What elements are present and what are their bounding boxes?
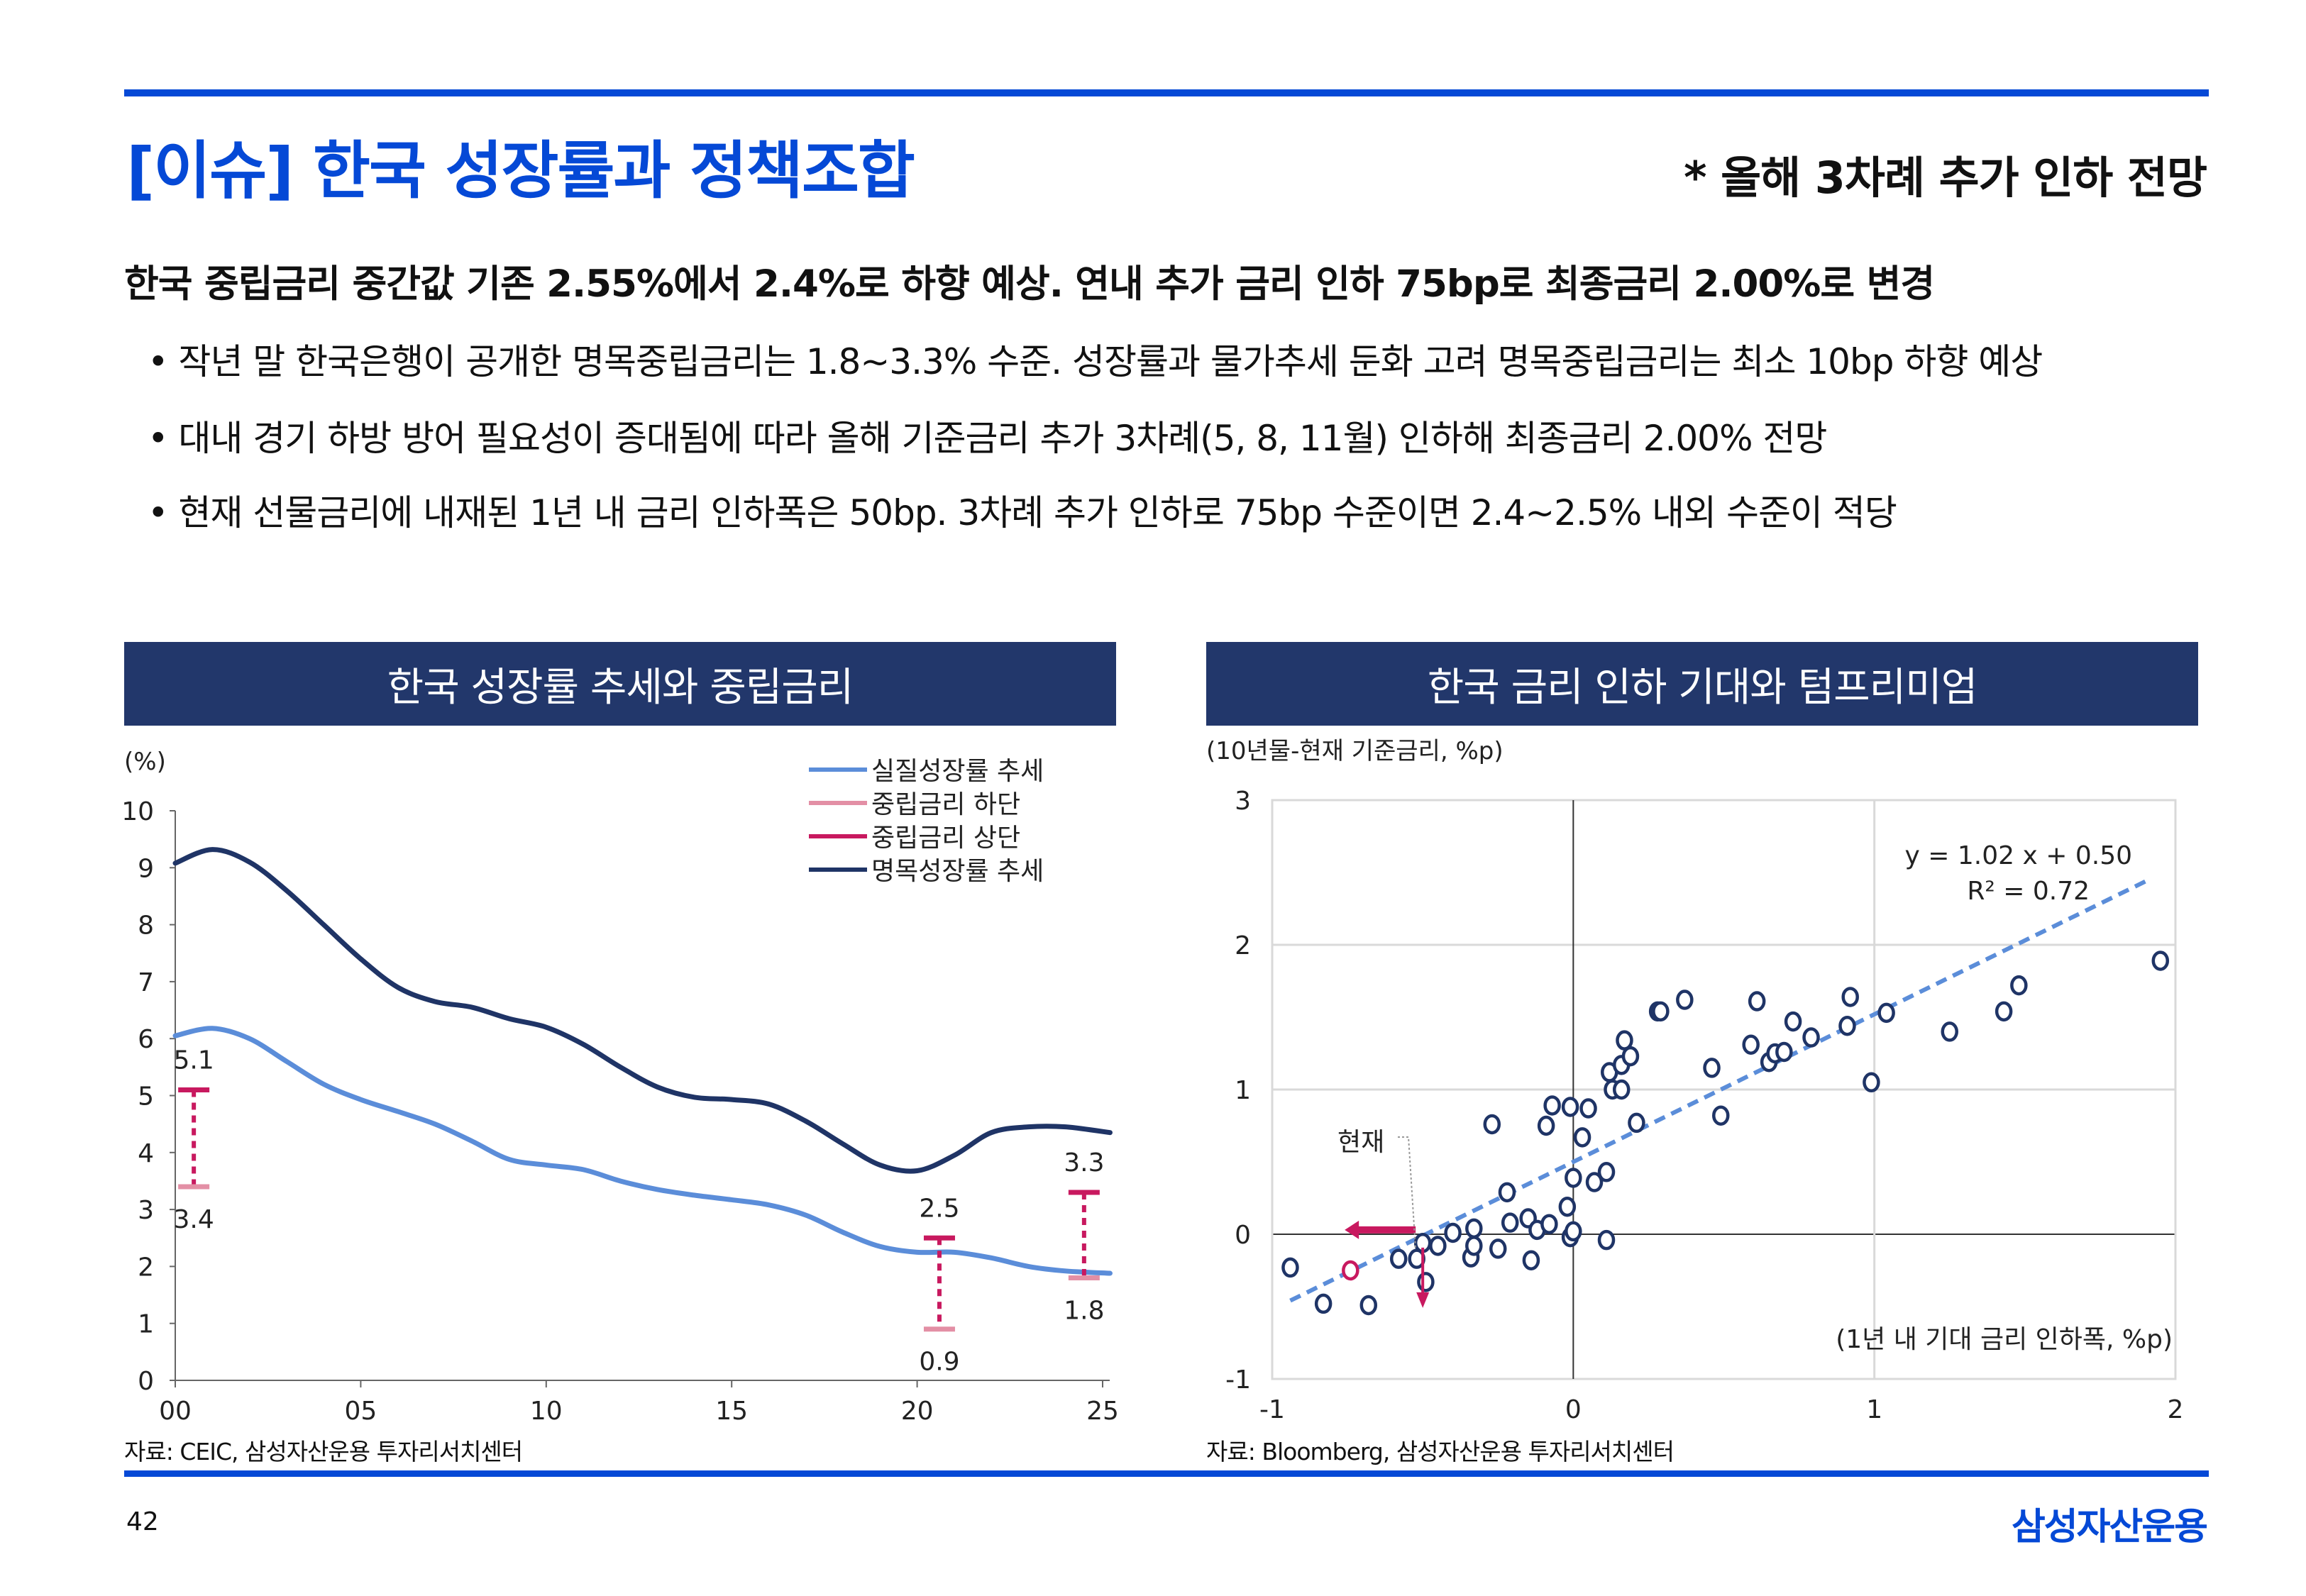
y-tick-label: 1 [138, 1310, 154, 1339]
legend-label: 중립금리 상단 [871, 824, 1020, 853]
summary-headline: 한국 중립금리 중간값 기존 2.55%에서 2.4%로 하향 예상. 연내 추… [124, 262, 1935, 306]
y-tick-label: 8 [138, 911, 154, 941]
summary-bullet: • 현재 선물금리에 내재된 1년 내 금리 인하폭은 50bp. 3차례 추가… [148, 492, 1897, 533]
bottom-rule [124, 1470, 2209, 1477]
legend-label: 중립금리 하단 [871, 790, 1020, 819]
summary-bullet: • 대내 경기 하방 방어 필요성이 증대됨에 따라 올해 기준금리 추가 3차… [148, 418, 1827, 459]
y-axis-unit: (%) [124, 748, 166, 776]
y-tick-label: 3 [138, 1196, 154, 1225]
real-growth-trend-line [172, 1026, 1113, 1276]
x-tick-label: 25 [1086, 1397, 1119, 1426]
nominal-growth-trend-line [172, 847, 1113, 1174]
x-tick-label: 15 [715, 1397, 748, 1426]
right-chart-source: 자료: Bloomberg, 삼성자산운용 투자리서치센터 [1206, 1438, 1675, 1465]
left-chart-title: 한국 성장률 추세와 중립금리 [124, 642, 1116, 726]
neutral-rate-low-label: 0.9 [919, 1348, 959, 1377]
y-tick-label: 10 [121, 797, 154, 826]
y-tick-label: 6 [138, 1025, 154, 1054]
y-tick-label: 0 [138, 1367, 154, 1396]
page-title: [이슈] 한국 성장률과 정책조합 [126, 134, 915, 207]
left-chart-source: 자료: CEIC, 삼성자산운용 투자리서치센터 [124, 1438, 523, 1465]
x-tick-label: 10 [530, 1397, 563, 1426]
y-tick-label: 9 [138, 854, 154, 883]
neutral-rate-high-label: 2.5 [919, 1194, 959, 1223]
right-chart-title: 한국 금리 인하 기대와 텀프리미엄 [1206, 642, 2198, 726]
page-number: 42 [126, 1507, 159, 1536]
summary-bullet: • 작년 말 한국은행이 공개한 명목중립금리는 1.8~3.3% 수준. 성장… [148, 341, 2043, 382]
x-tick-label: 00 [159, 1397, 192, 1426]
page-subtitle: * 올해 3차례 추가 인하 전망 [1684, 152, 2207, 204]
neutral-rate-high-label: 5.1 [174, 1046, 214, 1075]
x-tick-label: 20 [901, 1397, 934, 1426]
y-tick-label: 5 [138, 1082, 154, 1112]
y-tick-label: 7 [138, 968, 154, 997]
y-tick-label: 2 [138, 1253, 154, 1282]
neutral-rate-low-label: 3.4 [174, 1205, 214, 1234]
top-rule [124, 89, 2209, 96]
legend-label: 실질성장률 추세 [871, 757, 1044, 786]
y-tick-label: 4 [138, 1139, 154, 1168]
legend-label: 명목성장률 추세 [871, 857, 1044, 886]
x-tick-label: 05 [344, 1397, 377, 1426]
company-logo: 삼성자산운용 [2011, 1506, 2208, 1548]
neutral-rate-low-label: 1.8 [1064, 1296, 1104, 1325]
neutral-rate-high-label: 3.3 [1064, 1148, 1104, 1177]
